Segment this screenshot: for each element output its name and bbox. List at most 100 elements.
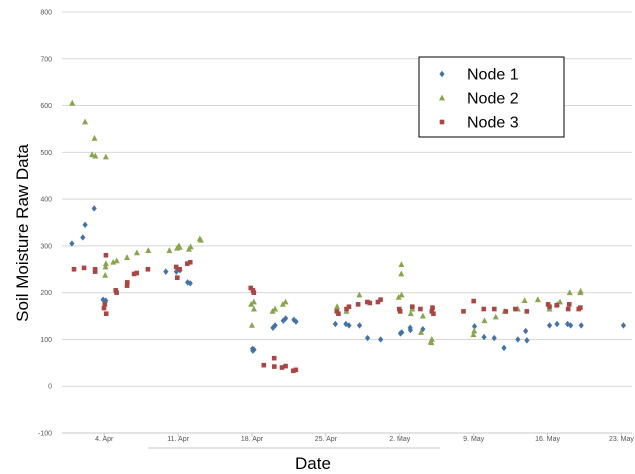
data-point bbox=[91, 134, 98, 141]
data-point bbox=[134, 270, 140, 276]
data-point bbox=[280, 317, 286, 324]
y-axis-title: Soil Moisture Raw Data bbox=[13, 144, 32, 322]
data-point bbox=[250, 347, 256, 354]
y-tick-label: 200 bbox=[40, 290, 52, 297]
data-point bbox=[565, 306, 571, 312]
data-point bbox=[429, 309, 435, 314]
x-tick-label: 2. May bbox=[389, 436, 411, 443]
data-point bbox=[364, 334, 371, 342]
data-point bbox=[431, 311, 436, 317]
data-point bbox=[491, 334, 497, 342]
data-point bbox=[566, 302, 572, 307]
data-point bbox=[71, 266, 77, 272]
data-point bbox=[407, 310, 414, 317]
data-point bbox=[102, 302, 108, 307]
data-point bbox=[69, 240, 75, 247]
y-tick-label: 500 bbox=[40, 150, 52, 157]
legend-marker bbox=[439, 119, 445, 125]
data-point bbox=[174, 275, 180, 280]
data-point bbox=[114, 290, 119, 295]
data-point bbox=[492, 306, 497, 312]
data-point bbox=[270, 324, 276, 331]
x-axis-title: Date bbox=[295, 454, 331, 473]
data-point bbox=[470, 331, 477, 338]
data-point bbox=[492, 313, 499, 320]
data-point bbox=[124, 283, 130, 288]
data-point bbox=[534, 296, 541, 303]
data-point bbox=[173, 264, 179, 270]
legend-label: Node 2 bbox=[467, 91, 519, 108]
data-point bbox=[523, 327, 529, 335]
data-point bbox=[430, 305, 435, 310]
data-point bbox=[291, 316, 297, 323]
data-point bbox=[578, 305, 583, 310]
data-point bbox=[471, 327, 478, 334]
data-point bbox=[187, 259, 193, 265]
data-point bbox=[89, 151, 96, 158]
x-tick-label: 11. Apr bbox=[167, 436, 189, 443]
series-3 bbox=[71, 252, 583, 374]
y-axis-tick-labels: -100 0 100 200 300 400 500 600 700 800 bbox=[38, 10, 52, 438]
data-point bbox=[185, 279, 191, 286]
data-point bbox=[419, 312, 426, 319]
data-point bbox=[163, 268, 169, 275]
data-point bbox=[124, 254, 131, 260]
data-points bbox=[69, 99, 627, 374]
legend-marker bbox=[439, 70, 445, 78]
data-point bbox=[398, 270, 405, 277]
data-point bbox=[177, 266, 182, 272]
data-point bbox=[418, 306, 423, 312]
data-point bbox=[546, 322, 553, 329]
data-point bbox=[461, 309, 466, 314]
data-point bbox=[397, 309, 403, 314]
data-point bbox=[113, 288, 119, 293]
data-point bbox=[92, 266, 98, 272]
y-tick-label: -100 bbox=[38, 431, 52, 438]
data-point bbox=[554, 302, 559, 308]
y-tick-label: 800 bbox=[40, 10, 52, 17]
data-point bbox=[283, 363, 288, 369]
y-tick-label: 300 bbox=[40, 243, 52, 250]
data-point bbox=[82, 118, 89, 125]
data-point bbox=[184, 261, 190, 266]
data-point bbox=[101, 305, 107, 311]
data-point bbox=[566, 289, 573, 296]
grid-lines bbox=[62, 11, 632, 434]
data-point bbox=[547, 304, 552, 309]
data-point bbox=[250, 298, 257, 305]
data-point bbox=[103, 252, 109, 258]
data-point bbox=[145, 247, 152, 253]
data-point bbox=[398, 291, 405, 298]
data-point bbox=[501, 344, 507, 352]
data-point bbox=[395, 293, 402, 300]
data-point bbox=[397, 330, 404, 337]
data-point bbox=[102, 260, 109, 267]
data-point bbox=[503, 309, 509, 314]
data-point bbox=[166, 247, 173, 253]
data-point bbox=[175, 242, 182, 249]
data-point bbox=[290, 368, 296, 374]
data-point bbox=[269, 307, 276, 314]
data-point bbox=[80, 234, 86, 241]
data-point bbox=[378, 336, 384, 343]
data-point bbox=[103, 311, 109, 317]
x-tick-label: 9. May bbox=[463, 436, 485, 443]
x-axis: 4. Apr 11. Apr 18. Apr 25. Apr 2. May 9. May 1… bbox=[62, 432, 634, 449]
data-point bbox=[279, 365, 285, 370]
data-point bbox=[145, 266, 151, 272]
data-point bbox=[92, 269, 98, 274]
x-tick-label: 16. May bbox=[535, 436, 560, 443]
data-point bbox=[471, 298, 476, 304]
data-point bbox=[365, 299, 370, 305]
data-point bbox=[356, 322, 363, 329]
legend: Node 1 Node 2 Node 3 bbox=[418, 56, 565, 138]
data-point bbox=[521, 297, 528, 304]
x-tick-label: 18. Apr bbox=[241, 436, 264, 443]
data-point bbox=[251, 290, 257, 295]
data-point bbox=[356, 291, 363, 298]
data-point bbox=[82, 221, 88, 229]
data-point bbox=[272, 322, 278, 329]
data-point bbox=[91, 205, 97, 212]
x-tick-label: 25. Apr bbox=[315, 436, 338, 443]
